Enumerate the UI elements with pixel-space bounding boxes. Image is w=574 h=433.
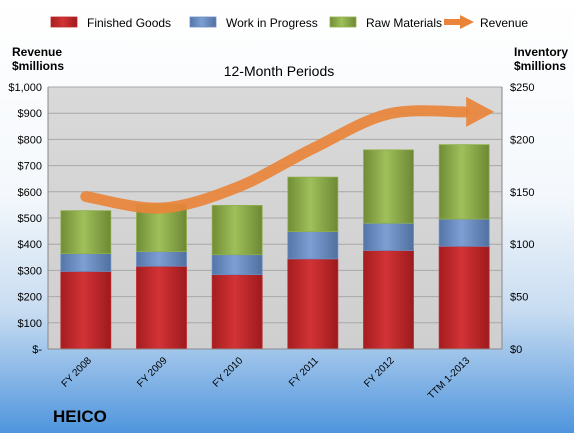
bar-raw-materials xyxy=(60,210,112,255)
left-axis: $- $100 $200 $300 $400 $500 $600 $700 $800 $900 $1… xyxy=(8,82,49,356)
revenue-line-arrowhead xyxy=(466,96,495,127)
right-tick-label: $200 xyxy=(510,134,534,146)
legend-label: Raw Materials xyxy=(366,16,442,30)
left-axis-title-line2: $millions xyxy=(12,59,64,73)
right-axis-title-line1: Inventory xyxy=(514,45,568,59)
bar-finished-goods xyxy=(287,258,339,350)
legend-arrow xyxy=(460,15,474,29)
bar-finished-goods xyxy=(60,271,112,350)
company-name: HEICO xyxy=(53,407,107,426)
legend-item: Work in Progress xyxy=(189,16,318,30)
legend-item: Revenue xyxy=(444,15,528,30)
right-tick-label: $250 xyxy=(510,82,534,94)
right-axis: $0 $50 $100 $150 $200 $250 xyxy=(501,82,534,356)
legend-swatch xyxy=(189,16,217,28)
left-axis-title-line1: Revenue xyxy=(12,45,62,59)
left-tick-label: $100 xyxy=(18,318,42,330)
bar-work-in-progress xyxy=(363,222,414,251)
x-tick-label: TTM 1-2013 xyxy=(426,355,473,402)
bar-finished-goods xyxy=(211,274,263,350)
bar-raw-materials xyxy=(211,205,263,256)
legend-swatch xyxy=(50,16,78,28)
bar-finished-goods xyxy=(363,250,414,350)
right-tick-label: $50 xyxy=(510,292,528,304)
left-tick-label: $900 xyxy=(18,108,42,120)
bar-work-in-progress xyxy=(60,253,112,272)
legend-label: Finished Goods xyxy=(87,16,171,30)
legend-label: Work in Progress xyxy=(226,16,318,30)
legend-swatch xyxy=(329,16,357,28)
left-tick-label: $800 xyxy=(18,134,42,146)
bar-finished-goods xyxy=(438,245,490,350)
bar-finished-goods xyxy=(136,265,187,350)
bar-raw-materials xyxy=(287,176,339,233)
revenue-line xyxy=(80,96,495,214)
left-tick-label: $700 xyxy=(18,161,42,173)
left-tick-label: $500 xyxy=(18,213,42,225)
legend-item: Finished Goods xyxy=(50,16,171,30)
right-tick-label: $0 xyxy=(510,344,522,356)
chart-title: 12-Month Periods xyxy=(224,63,335,79)
left-tick-label: $1,000 xyxy=(8,82,42,94)
x-tick-label: FY 2009 xyxy=(135,355,170,390)
bar-work-in-progress xyxy=(136,251,187,267)
left-tick-label: $400 xyxy=(18,239,42,251)
right-tick-label: $100 xyxy=(510,239,534,251)
x-axis: FY 2008 FY 2009 FY 2010 FY 2011 FY 2012 TTM 1… xyxy=(48,348,502,402)
x-tick-label: FY 2008 xyxy=(60,355,95,390)
left-tick-label: $- xyxy=(32,344,42,356)
right-tick-label: $150 xyxy=(510,187,534,199)
left-tick-label: $200 xyxy=(18,292,42,304)
legend: Finished Goods Work in Progress Raw Materi… xyxy=(50,15,528,30)
x-tick-label: FY 2010 xyxy=(211,355,246,390)
legend-item: Raw Materials xyxy=(329,16,442,30)
revenue-line-path xyxy=(80,105,470,214)
bar-work-in-progress xyxy=(438,218,490,247)
bar-raw-materials xyxy=(438,144,490,220)
x-tick-label: FY 2011 xyxy=(287,355,321,389)
bar-work-in-progress xyxy=(211,254,263,275)
bars xyxy=(60,144,490,350)
x-tick-label: FY 2012 xyxy=(362,355,397,390)
left-tick-label: $600 xyxy=(18,187,42,199)
bar-work-in-progress xyxy=(287,231,339,260)
right-axis-title-line2: $millions xyxy=(514,59,566,73)
bar-raw-materials xyxy=(363,149,414,224)
left-tick-label: $300 xyxy=(18,265,42,277)
legend-label: Revenue xyxy=(480,16,528,30)
